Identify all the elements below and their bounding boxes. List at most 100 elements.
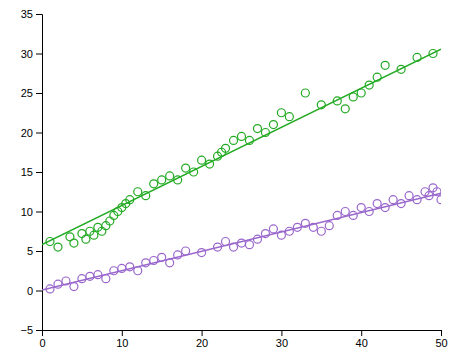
point: [405, 192, 413, 200]
point: [174, 176, 182, 184]
point: [413, 196, 421, 204]
point: [333, 97, 341, 105]
tick-label: 5: [27, 245, 33, 257]
chart-svg: 01020304050−505101520253035: [0, 0, 459, 360]
tick: 10: [21, 206, 42, 218]
point: [222, 144, 230, 152]
point: [206, 160, 214, 168]
point: [433, 188, 441, 196]
point: [142, 192, 150, 200]
axis-line: [36, 15, 43, 331]
tick-mark: [36, 133, 42, 134]
point: [78, 275, 86, 283]
tick: 15: [21, 166, 42, 178]
point: [222, 238, 230, 246]
point: [365, 208, 373, 216]
point: [365, 81, 373, 89]
tick: −5: [20, 324, 42, 336]
axis-line: [43, 331, 442, 337]
point: [349, 211, 357, 219]
point: [397, 200, 405, 208]
point: [389, 196, 397, 204]
tick: 30: [276, 330, 288, 349]
point: [82, 235, 90, 243]
point: [381, 61, 389, 69]
tick: 35: [21, 8, 42, 20]
tick-label: −5: [20, 324, 33, 336]
point: [325, 222, 333, 230]
point: [261, 129, 269, 137]
point: [46, 238, 54, 246]
tick: 40: [356, 330, 368, 349]
point: [230, 136, 238, 144]
point: [373, 200, 381, 208]
point: [357, 204, 365, 212]
point: [102, 275, 110, 283]
point: [301, 89, 309, 97]
point: [94, 271, 102, 279]
tick-label: 30: [21, 48, 33, 60]
point: [253, 235, 261, 243]
point: [198, 249, 206, 257]
tick-label: 10: [21, 206, 33, 218]
point: [341, 105, 349, 113]
point: [106, 217, 114, 225]
tick: 0: [39, 330, 45, 349]
point: [317, 227, 325, 235]
point: [245, 136, 253, 144]
point: [126, 196, 134, 204]
point: [158, 253, 166, 261]
tick: 5: [27, 245, 42, 257]
tick-mark: [281, 330, 282, 336]
point: [238, 132, 246, 140]
fit-line: [42, 49, 441, 245]
tick: 0: [27, 285, 42, 297]
point: [118, 264, 126, 272]
fit-line: [42, 193, 441, 290]
point: [373, 73, 381, 81]
point: [126, 263, 134, 271]
tick-label: 35: [21, 8, 33, 20]
tick-label: 30: [276, 337, 288, 349]
scatter-series: [46, 184, 441, 293]
tick-label: 0: [27, 285, 33, 297]
point: [230, 243, 238, 251]
point: [333, 211, 341, 219]
point: [54, 243, 62, 251]
tick-label: 15: [21, 166, 33, 178]
point: [174, 251, 182, 259]
tick-mark: [122, 330, 123, 336]
plot-area: 01020304050−505101520253035: [20, 8, 447, 349]
point: [182, 164, 190, 172]
tick: 50: [435, 330, 447, 349]
point: [134, 267, 142, 275]
point: [277, 109, 285, 117]
point: [134, 188, 142, 196]
point: [238, 239, 246, 247]
point: [425, 192, 433, 200]
point: [245, 241, 253, 249]
tick-label: 40: [356, 337, 368, 349]
point: [269, 225, 277, 233]
point: [429, 50, 437, 58]
y-axis: −505101520253035: [20, 8, 42, 336]
tick-mark: [36, 291, 42, 292]
tick-mark: [36, 172, 42, 173]
point: [166, 259, 174, 267]
point: [86, 272, 94, 280]
point: [253, 125, 261, 133]
point: [261, 230, 269, 238]
point: [317, 101, 325, 109]
point: [182, 247, 190, 255]
scatter-series: [46, 50, 437, 252]
marks: [42, 49, 441, 293]
point: [301, 219, 309, 227]
x-axis: 01020304050: [39, 330, 447, 349]
point: [285, 113, 293, 121]
point: [70, 283, 78, 291]
point: [150, 256, 158, 264]
tick-mark: [36, 93, 42, 94]
point: [198, 156, 206, 164]
point: [78, 230, 86, 238]
tick-label: 20: [21, 127, 33, 139]
